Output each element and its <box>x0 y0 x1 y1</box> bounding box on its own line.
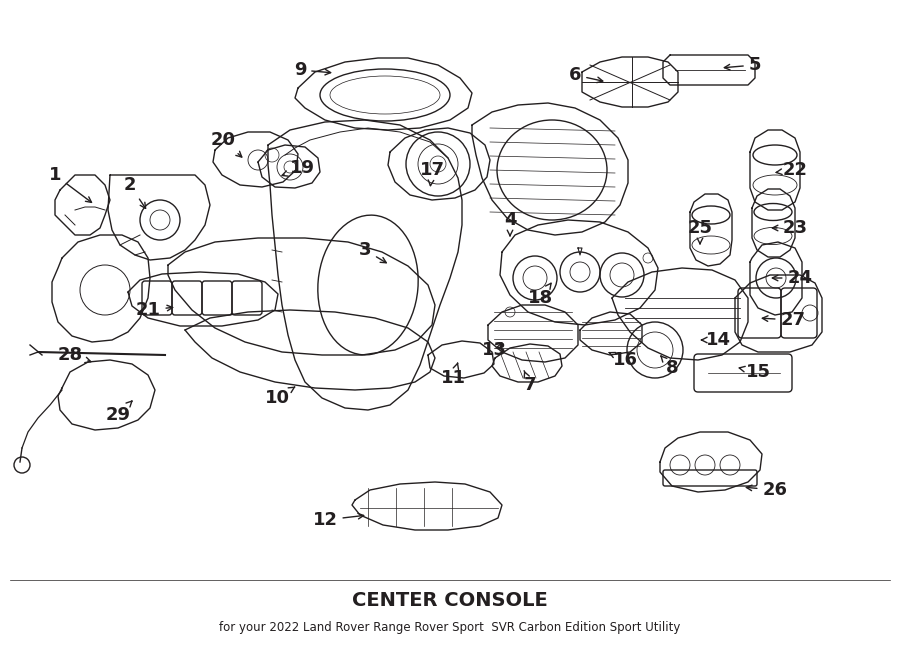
Text: 29: 29 <box>105 401 132 424</box>
Text: 4: 4 <box>504 211 517 236</box>
Text: 19: 19 <box>282 159 314 177</box>
Text: 21: 21 <box>136 301 173 319</box>
Text: 7: 7 <box>524 371 536 394</box>
Text: 16: 16 <box>609 351 637 369</box>
Text: 3: 3 <box>359 241 386 263</box>
Text: 26: 26 <box>746 481 788 499</box>
Text: 18: 18 <box>527 283 553 307</box>
Text: for your 2022 Land Rover Range Rover Sport  SVR Carbon Edition Sport Utility: for your 2022 Land Rover Range Rover Spo… <box>220 621 680 635</box>
Text: 27: 27 <box>762 311 806 329</box>
Text: 17: 17 <box>419 161 445 186</box>
Text: 23: 23 <box>772 219 807 237</box>
Text: 28: 28 <box>58 346 91 364</box>
Text: 10: 10 <box>265 387 295 407</box>
Text: 1: 1 <box>49 166 92 202</box>
Text: 24: 24 <box>772 269 813 287</box>
Text: 12: 12 <box>312 511 364 529</box>
Text: CENTER CONSOLE: CENTER CONSOLE <box>352 590 548 609</box>
Text: 15: 15 <box>739 363 770 381</box>
Text: 2: 2 <box>124 176 146 208</box>
Text: 20: 20 <box>211 131 242 157</box>
Text: 13: 13 <box>482 341 507 359</box>
Text: 5: 5 <box>724 56 761 74</box>
Text: 25: 25 <box>688 219 713 244</box>
Text: 22: 22 <box>776 161 807 179</box>
Text: 8: 8 <box>661 356 679 377</box>
Text: 11: 11 <box>440 363 465 387</box>
Text: 9: 9 <box>293 61 330 79</box>
Text: 14: 14 <box>701 331 731 349</box>
Text: 6: 6 <box>569 66 603 84</box>
